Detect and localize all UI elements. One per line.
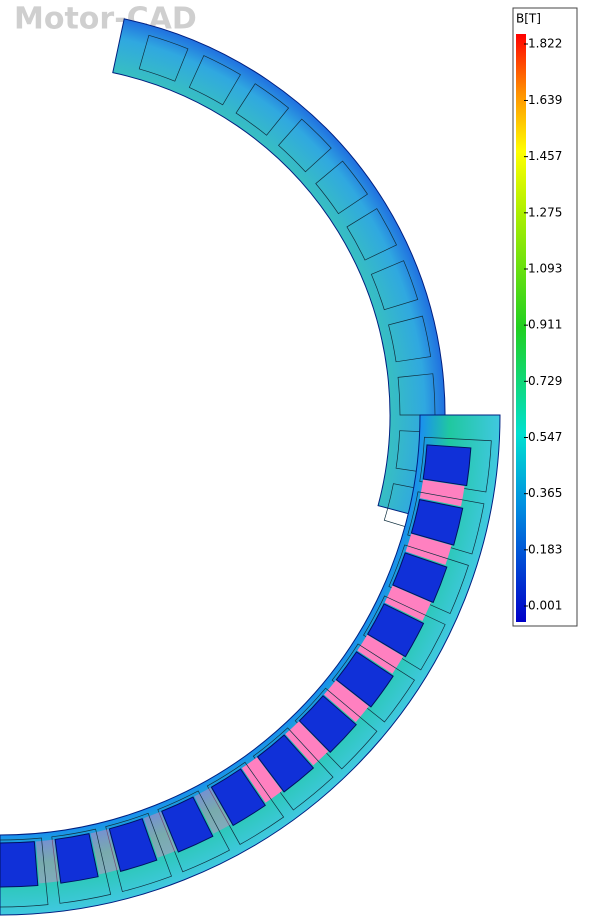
- legend-tick-label: 1.457: [528, 149, 562, 163]
- legend-tick-label: 0.729: [528, 374, 562, 388]
- flux-line: [407, 491, 485, 555]
- motor-geometry: [0, 18, 501, 916]
- legend-tick-label: 0.911: [528, 318, 562, 332]
- flux-line: [331, 643, 415, 723]
- flux-line: [388, 315, 432, 363]
- flux-line: [252, 727, 334, 811]
- slot: [422, 444, 472, 487]
- slot: [210, 768, 266, 827]
- flux-line: [346, 208, 397, 261]
- slot: [108, 818, 158, 872]
- legend-tick-label: 0.547: [528, 430, 562, 444]
- saturation-zone: [285, 721, 329, 766]
- legend-tick-label: 0.001: [528, 599, 562, 613]
- flux-line: [294, 687, 378, 770]
- slot: [161, 796, 214, 853]
- saturation-zone: [405, 533, 452, 565]
- flux-line: [188, 55, 241, 106]
- slot: [298, 695, 357, 753]
- flux-line: [206, 761, 285, 845]
- flux-line: [0, 837, 49, 908]
- slot: [366, 603, 425, 658]
- legend-title: B[T]: [516, 12, 541, 26]
- saturation-zone: [323, 680, 369, 723]
- saturation-zone: [357, 634, 404, 674]
- legend-tick-label: 1.639: [528, 93, 562, 107]
- slot: [54, 833, 99, 884]
- saturation-zone: [419, 479, 465, 507]
- rotor-segment: [112, 18, 446, 521]
- saturation-zone: [35, 839, 60, 884]
- saturation-zone: [194, 787, 232, 834]
- flux-line: [315, 160, 368, 215]
- flux-line: [388, 544, 469, 615]
- slot: [335, 651, 394, 708]
- flux-line: [157, 790, 230, 873]
- flux-line: [235, 83, 290, 136]
- legend-tick-label: 0.183: [528, 542, 562, 556]
- flux-line: [419, 436, 492, 493]
- saturation-zone: [241, 757, 283, 803]
- flux-line: [51, 828, 112, 904]
- legend-tick-label: 0.365: [528, 486, 562, 500]
- slot: [256, 734, 315, 793]
- legend-tick-label: 1.822: [528, 37, 562, 51]
- legend-tick-label: 1.275: [528, 205, 562, 219]
- flux-line: [105, 812, 172, 892]
- flux-line: [138, 34, 189, 82]
- slot: [0, 841, 39, 888]
- flux-line: [370, 260, 419, 311]
- legend-tick-label: 1.093: [528, 261, 562, 275]
- flux-line: [397, 373, 436, 416]
- saturation-zone: [90, 828, 120, 875]
- color-bar: [516, 34, 526, 622]
- slot: [392, 552, 448, 604]
- flux-line: [278, 118, 332, 173]
- flux-line: [363, 595, 446, 671]
- slot: [410, 499, 464, 546]
